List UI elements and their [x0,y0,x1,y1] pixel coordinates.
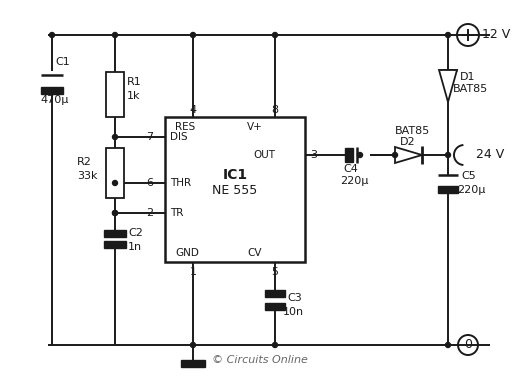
Text: R2: R2 [77,157,92,167]
Bar [106,72,124,117]
Bar [345,148,353,162]
Bar [104,230,126,237]
Text: C5: C5 [461,171,476,181]
Text: 6: 6 [146,178,153,188]
Text: C2: C2 [128,228,143,238]
Text: CV: CV [247,248,262,258]
Text: NE 555: NE 555 [212,184,257,196]
Text: 4: 4 [189,105,197,115]
Text: RES: RES [175,122,195,132]
Text: DIS: DIS [170,132,188,142]
Text: 0: 0 [464,339,472,352]
Circle shape [446,342,450,347]
Text: IC1: IC1 [223,168,248,182]
Circle shape [49,33,55,38]
Text: 220μ: 220μ [457,185,485,195]
Bar [104,241,126,248]
Bar [165,117,305,262]
Text: 12 V: 12 V [482,28,510,41]
Circle shape [190,342,196,347]
Bar [438,186,458,193]
Text: C3: C3 [287,293,302,303]
Text: 1: 1 [189,267,197,277]
Text: C1: C1 [55,57,70,67]
Circle shape [112,180,118,185]
Text: GND: GND [175,248,199,258]
Text: OUT: OUT [253,150,275,160]
Bar [41,87,63,94]
Text: 1k: 1k [127,91,140,101]
Bar [265,303,285,310]
Text: BAT85: BAT85 [453,84,488,94]
Text: 33k: 33k [77,171,98,181]
Text: 24 V: 24 V [476,149,504,162]
Text: TR: TR [170,208,184,218]
Circle shape [112,211,118,215]
Circle shape [112,135,118,139]
Text: D2: D2 [400,137,415,147]
Circle shape [358,152,362,157]
Bar [106,148,124,198]
Text: 2: 2 [146,208,153,218]
Text: C4: C4 [343,164,358,174]
Text: 1n: 1n [128,242,142,252]
Circle shape [446,152,450,157]
Polygon shape [395,147,422,163]
Text: 470μ: 470μ [40,95,68,105]
Text: R1: R1 [127,77,142,87]
Circle shape [272,342,278,347]
Text: 10n: 10n [283,307,304,317]
Text: V+: V+ [247,122,263,132]
Circle shape [446,33,450,38]
Text: 3: 3 [310,150,317,160]
Bar [181,360,205,367]
Text: 5: 5 [271,267,279,277]
Circle shape [190,33,196,38]
Circle shape [112,211,118,215]
Text: BAT85: BAT85 [395,126,430,136]
Circle shape [272,33,278,38]
Text: © Circuits Online: © Circuits Online [212,355,308,365]
Text: 7: 7 [146,132,153,142]
Text: D1: D1 [460,72,475,82]
Text: THR: THR [170,178,191,188]
Circle shape [393,152,397,157]
Text: 220μ: 220μ [340,176,368,186]
Polygon shape [439,70,457,102]
Circle shape [112,33,118,38]
Text: 8: 8 [271,105,279,115]
Bar [265,290,285,297]
